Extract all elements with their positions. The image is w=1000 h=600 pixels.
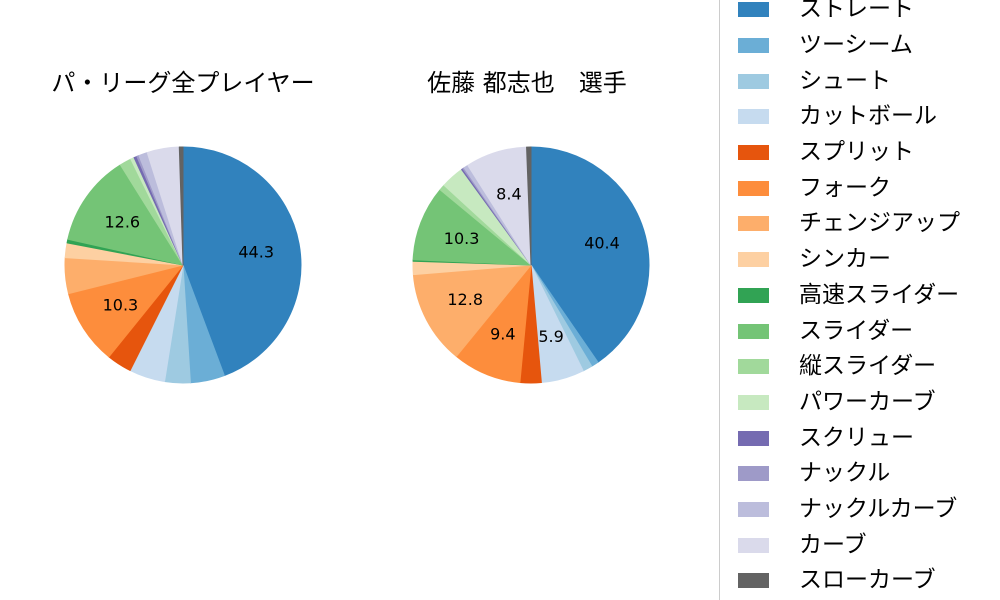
pie-label-changeup: 12.8 (447, 290, 483, 309)
legend-swatch-two-seam (738, 38, 769, 54)
legend-label-split: スプリット (799, 139, 914, 166)
legend-swatch-knuckle (738, 466, 769, 482)
legend-swatch-slider (738, 323, 769, 339)
pie-slice-fork (68, 264, 184, 358)
pie-label-fork: 9.4 (490, 324, 515, 343)
right-chart-title: 佐藤 都志也 選手 (427, 69, 627, 97)
legend-item-sinker: シンカー (738, 242, 1000, 278)
pie-slice-slow-curve (526, 146, 532, 266)
legend-swatch-vertical-slider (738, 359, 769, 375)
legend-label-shoot: シュート (799, 67, 891, 94)
pie-label-curve: 8.4 (496, 185, 521, 204)
pie-slice-straight (182, 146, 302, 377)
legend-swatch-cut-ball (738, 109, 769, 125)
pie-slice-slider (67, 164, 184, 266)
legend-swatch-sinker (738, 252, 769, 268)
legend-label-fast-slider: 高速スライダー (799, 281, 960, 308)
legend-label-cut-ball: カットボール (799, 103, 937, 130)
legend-item-split: スプリット (738, 135, 1000, 171)
pie-label-straight: 40.4 (584, 233, 620, 252)
left-chart-title: パ・リーグ全プレイヤー (51, 69, 315, 97)
legend-swatch-split (738, 145, 769, 161)
pie-slice-changeup (412, 264, 532, 357)
legend-label-power-curve: パワーカーブ (799, 388, 936, 415)
pie-label-cut-ball: 5.9 (538, 327, 563, 346)
legend-label-sinker: シンカー (799, 246, 891, 273)
legend: ストレートツーシームシュートカットボール スプリットフォークチェンジアップ シンカー… (719, 0, 1000, 600)
legend-label-screw: スクリュー (799, 424, 914, 451)
pie-slice-slider (412, 189, 532, 266)
legend-swatch-power-curve (738, 394, 769, 410)
legend-swatch-screw (738, 430, 769, 446)
legend-label-knuckle: ナックル (799, 460, 891, 487)
legend-item-power-curve: パワーカーブ (738, 385, 1000, 421)
legend-item-curve: カーブ (738, 527, 1000, 563)
legend-swatch-curve (738, 537, 769, 553)
legend-label-vertical-slider: 縦スライダー (799, 353, 937, 380)
legend-item-slow-curve: スローカーブ (738, 563, 1000, 599)
legend-label-changeup: チェンジアップ (799, 210, 960, 237)
legend-item-knuckle: ナックル (738, 456, 1000, 492)
legend-label-two-seam: ツーシーム (799, 32, 913, 59)
legend-label-knuckle-curve: ナックルカーブ (799, 495, 958, 522)
legend-label-fork: フォーク (799, 174, 891, 201)
legend-item-knuckle-curve: ナックルカーブ (738, 492, 1000, 528)
legend-items: ストレートツーシームシュートカットボール スプリットフォークチェンジアップ シンカー… (720, 0, 1000, 599)
legend-swatch-fork (738, 180, 769, 196)
legend-swatch-shoot (738, 73, 769, 89)
legend-item-slider: スライダー (738, 313, 1000, 349)
legend-item-fast-slider: 高速スライダー (738, 278, 1000, 314)
legend-item-screw: スクリュー (738, 420, 1000, 456)
legend-label-straight: ストレート (799, 0, 914, 23)
pie-label-fork: 10.3 (103, 296, 139, 315)
legend-item-changeup: チェンジアップ (738, 206, 1000, 242)
legend-swatch-fast-slider (738, 287, 769, 303)
legend-item-two-seam: ツーシーム (738, 28, 1000, 64)
pie-slice-slow-curve (178, 146, 184, 266)
legend-label-slow-curve: スローカーブ (799, 567, 936, 594)
legend-swatch-changeup (738, 216, 769, 232)
legend-label-curve: カーブ (799, 531, 867, 558)
pie-label-slider: 10.3 (444, 229, 480, 248)
legend-item-cut-ball: カットボール (738, 99, 1000, 135)
pie-slice-straight (530, 146, 650, 363)
legend-item-vertical-slider: 縦スライダー (738, 349, 1000, 385)
right-pie-chart: 40.4 5.9 9.4 12.8 10.3 8.4 (412, 146, 650, 384)
legend-item-straight: ストレート (738, 0, 1000, 28)
legend-item-fork: フォーク (738, 170, 1000, 206)
legend-swatch-straight (738, 2, 769, 18)
legend-label-slider: スライダー (799, 317, 914, 344)
pie-label-straight: 44.3 (238, 242, 274, 261)
pie-label-slider: 12.6 (104, 213, 140, 232)
legend-item-shoot: シュート (738, 63, 1000, 99)
left-pie-chart: 44.3 10.3 12.6 (64, 146, 302, 384)
legend-swatch-slow-curve (738, 573, 769, 589)
legend-swatch-knuckle-curve (738, 501, 769, 517)
